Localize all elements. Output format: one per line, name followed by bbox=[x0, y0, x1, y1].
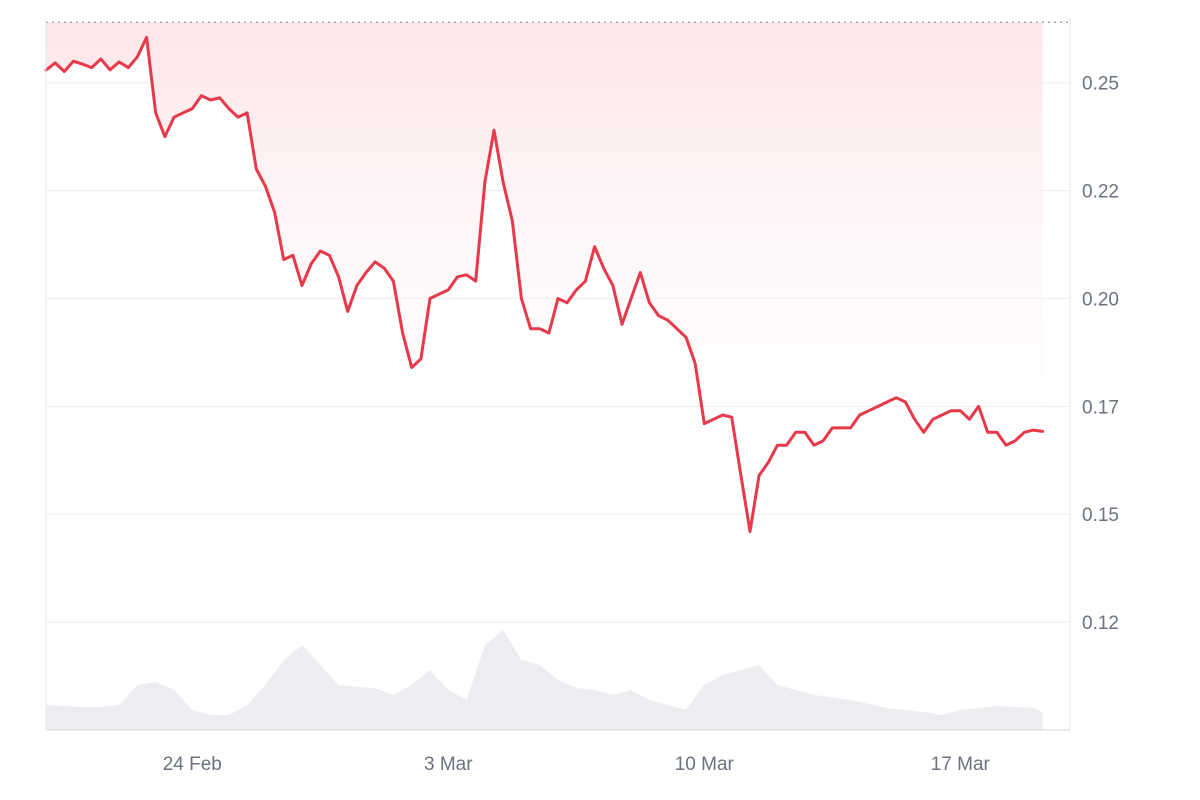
x-tick-label: 24 Feb bbox=[163, 754, 222, 775]
y-tick-label: 0.12 bbox=[1082, 613, 1119, 634]
plot-frame bbox=[45, 18, 1071, 731]
y-tick-label: 0.15 bbox=[1082, 505, 1119, 526]
price-area-fill bbox=[46, 22, 1043, 532]
price-area-shape bbox=[46, 22, 1043, 532]
x-tick-label: 3 Mar bbox=[424, 754, 473, 775]
x-axis-labels: 24 Feb 3 Mar 10 Mar 17 Mar bbox=[163, 754, 991, 775]
y-axis-labels: 0.25 0.22 0.20 0.17 0.15 0.12 bbox=[1082, 74, 1119, 634]
volume-shape bbox=[46, 630, 1043, 730]
price-line bbox=[44, 35, 1045, 533]
y-tick-label: 0.20 bbox=[1082, 289, 1119, 310]
price-series-line bbox=[44, 35, 1045, 533]
x-tick-label: 17 Mar bbox=[931, 754, 991, 775]
x-tick-label: 10 Mar bbox=[675, 754, 735, 775]
y-tick-label: 0.17 bbox=[1082, 397, 1119, 418]
volume-area bbox=[46, 630, 1043, 730]
y-tick-label: 0.25 bbox=[1082, 74, 1119, 95]
y-tick-label: 0.22 bbox=[1082, 182, 1119, 203]
